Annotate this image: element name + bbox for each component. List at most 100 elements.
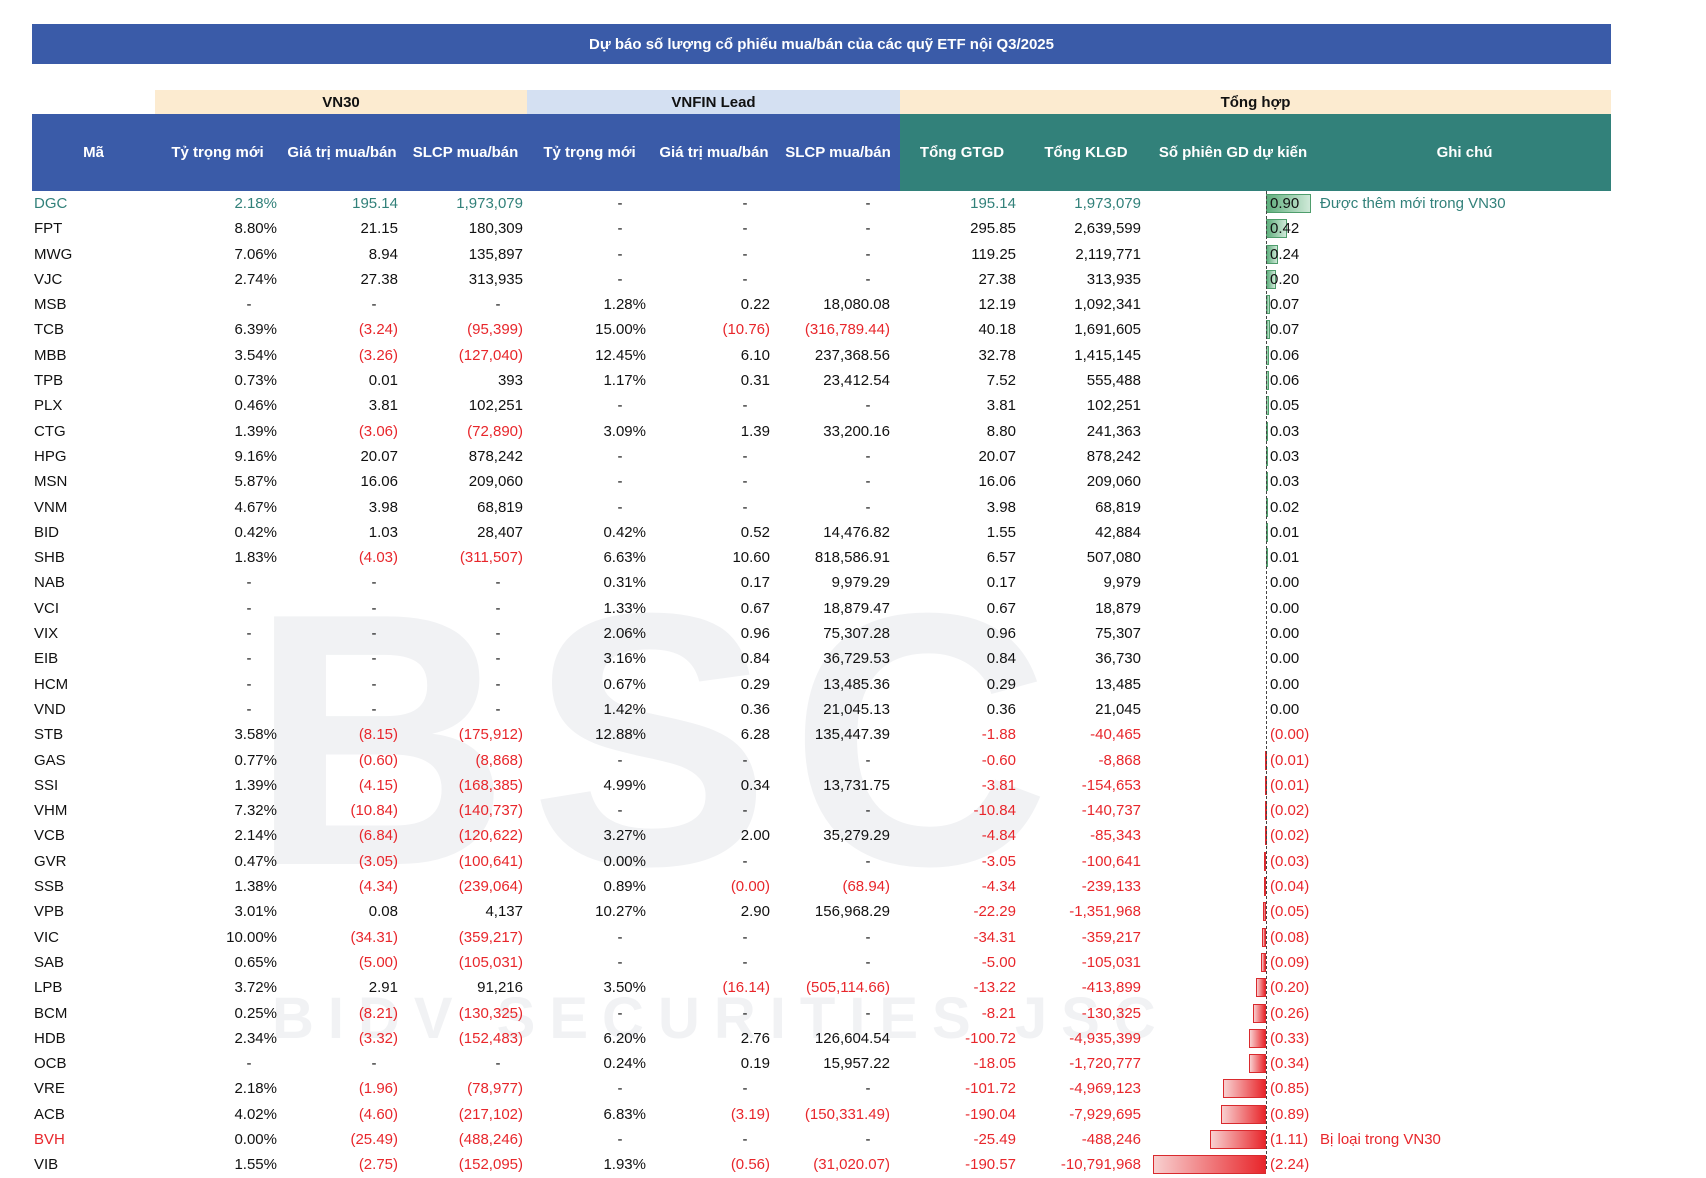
cell-gtgd: -0.60 xyxy=(981,751,1016,769)
cell-vf-sl: 135,447.39 xyxy=(814,726,890,744)
cell-klgd: -1,720,777 xyxy=(1069,1055,1141,1073)
cell-vf-sl: 21,045.13 xyxy=(823,700,890,718)
cell-klgd: 2,639,599 xyxy=(1074,220,1141,238)
cell-vn30-gt: - xyxy=(371,599,377,617)
cell-vn30-gt: - xyxy=(371,700,377,718)
session-bar xyxy=(1264,851,1267,871)
cell-vf-gt: 0.29 xyxy=(740,675,770,693)
cell-code: VND xyxy=(34,700,66,718)
header-vnfin-slcp: SLCP mua/bán xyxy=(776,114,900,191)
cell-vn30-gt: (1.96) xyxy=(358,1080,398,1098)
cell-vf-gt: 0.36 xyxy=(740,700,770,718)
cell-so-phien: 0.03 xyxy=(1270,447,1300,465)
cell-gtgd: 119.25 xyxy=(971,245,1016,263)
header-tong-gtgd: Tổng GTGD xyxy=(900,114,1024,191)
cell-vn30-gt: - xyxy=(371,296,377,314)
cell-vn30-sl: (359,217) xyxy=(458,928,523,946)
cell-vf-tt: - xyxy=(617,473,623,491)
session-bar xyxy=(1261,927,1266,947)
cell-vn30-sl: 135,897 xyxy=(468,245,523,263)
cell-vn30-gt: 8.94 xyxy=(368,245,398,263)
cell-vn30-tt: 0.46% xyxy=(234,397,277,415)
group-header-vn30: VN30 xyxy=(155,90,527,114)
cell-klgd: 1,973,079 xyxy=(1074,195,1141,212)
header-vn30-slcp: SLCP mua/bán xyxy=(404,114,527,191)
table-row: MSN 5.87% 16.06 209,060 - - - 16.06 209,060 0.03 xyxy=(0,469,1706,494)
cell-vn30-gt: - xyxy=(371,675,377,693)
cell-vn30-tt: - xyxy=(246,675,252,693)
cell-vn30-gt: (4.60) xyxy=(358,1105,398,1123)
cell-vn30-sl: 1,973,079 xyxy=(456,195,523,212)
cell-vf-sl: - xyxy=(865,220,871,238)
cell-so-phien: 0.20 xyxy=(1270,270,1300,288)
cell-vf-tt: - xyxy=(617,751,623,769)
cell-vf-sl: - xyxy=(865,1004,871,1022)
table-row: VIX - - - 2.06% 0.96 75,307.28 0.96 75,307 0.00 xyxy=(0,621,1706,646)
cell-vf-tt: 1.33% xyxy=(603,599,646,617)
table-row: MSB - - - 1.28% 0.22 18,080.08 12.19 1,092,341 0.… xyxy=(0,292,1706,317)
cell-vf-tt: 6.83% xyxy=(603,1105,646,1123)
cell-vn30-sl: 4,137 xyxy=(485,903,523,921)
cell-gtgd: 3.81 xyxy=(986,397,1016,415)
cell-vf-gt: (0.00) xyxy=(730,878,770,896)
cell-so-phien: (0.08) xyxy=(1270,928,1310,946)
cell-vf-gt: - xyxy=(742,447,748,465)
cell-gtgd: -18.05 xyxy=(973,1055,1016,1073)
cell-vf-gt: 1.39 xyxy=(740,422,770,440)
cell-vn30-gt: 16.06 xyxy=(360,473,398,491)
cell-so-phien: (0.02) xyxy=(1270,802,1310,820)
cell-vn30-sl: (140,737) xyxy=(458,802,523,820)
cell-klgd: -85,343 xyxy=(1090,827,1141,845)
cell-vf-gt: - xyxy=(742,270,748,288)
table-row: BID 0.42% 1.03 28,407 0.42% 0.52 14,476.82 1.55… xyxy=(0,520,1706,545)
cell-vn30-tt: 2.34% xyxy=(234,1029,277,1047)
cell-vf-sl: 126,604.54 xyxy=(814,1029,890,1047)
cell-vf-sl: 156,968.29 xyxy=(814,903,890,921)
table-row: MBB 3.54% (3.26) (127,040) 12.45% 6.10 237,368… xyxy=(0,343,1706,368)
cell-code: LPB xyxy=(34,979,63,997)
cell-klgd: 2,119,771 xyxy=(1075,245,1141,263)
cell-so-phien: 0.06 xyxy=(1270,346,1300,364)
table-row: VND - - - 1.42% 0.36 21,045.13 0.36 21,045 0.00 xyxy=(0,697,1706,722)
header-vnfin-ty-trong: Tỷ trọng mới xyxy=(527,114,652,191)
cell-vn30-gt: 3.98 xyxy=(368,498,398,516)
cell-vf-tt: 0.67% xyxy=(603,675,646,693)
cell-gtgd: 12.19 xyxy=(978,296,1016,314)
cell-vn30-tt: - xyxy=(246,599,252,617)
cell-so-phien: 0.07 xyxy=(1270,321,1300,339)
cell-vf-gt: 0.31 xyxy=(740,372,770,390)
cell-vn30-tt: 0.47% xyxy=(234,852,277,870)
cell-vf-tt: 6.63% xyxy=(603,549,646,567)
cell-vn30-tt: 0.77% xyxy=(234,751,277,769)
table-row: VCI - - - 1.33% 0.67 18,879.47 0.67 18,879 0.00 xyxy=(0,596,1706,621)
cell-vf-sl: (68.94) xyxy=(842,878,890,896)
cell-vf-gt: (10.76) xyxy=(722,321,770,339)
cell-vf-sl: - xyxy=(865,1130,871,1148)
cell-code: BVH xyxy=(34,1130,65,1148)
cell-vn30-sl: 180,309 xyxy=(468,220,523,238)
cell-vf-sl: (316,789.44) xyxy=(804,321,890,339)
cell-gtgd: 195.14 xyxy=(970,195,1016,212)
cell-vf-sl: - xyxy=(865,447,871,465)
cell-vn30-tt: - xyxy=(246,625,252,643)
cell-vf-tt: - xyxy=(617,195,623,212)
cell-so-phien: (0.09) xyxy=(1270,953,1310,971)
cell-so-phien: 0.00 xyxy=(1270,675,1300,693)
cell-vn30-sl: - xyxy=(495,574,501,592)
cell-gtgd: 0.36 xyxy=(986,700,1016,718)
session-bar xyxy=(1223,1079,1266,1099)
cell-vf-gt: 6.10 xyxy=(740,346,770,364)
cell-vf-gt: - xyxy=(742,473,748,491)
cell-so-phien: (0.02) xyxy=(1270,827,1310,845)
group-header-vnfin: VNFIN Lead xyxy=(527,90,900,114)
cell-vf-tt: 3.27% xyxy=(603,827,646,845)
cell-so-phien: (0.33) xyxy=(1270,1029,1310,1047)
cell-vn30-tt: 6.39% xyxy=(234,321,277,339)
header-so-phien: Số phiên GD dự kiến xyxy=(1148,114,1318,191)
table-row: VIB 1.55% (2.75) (152,095) 1.93% (0.56) (31,02… xyxy=(0,1152,1706,1177)
cell-gtgd: -4.34 xyxy=(981,878,1016,896)
cell-vf-tt: - xyxy=(617,928,623,946)
cell-vn30-sl: - xyxy=(495,1055,501,1073)
cell-klgd: 13,485 xyxy=(1095,675,1141,693)
cell-vf-gt: 0.84 xyxy=(740,650,770,668)
